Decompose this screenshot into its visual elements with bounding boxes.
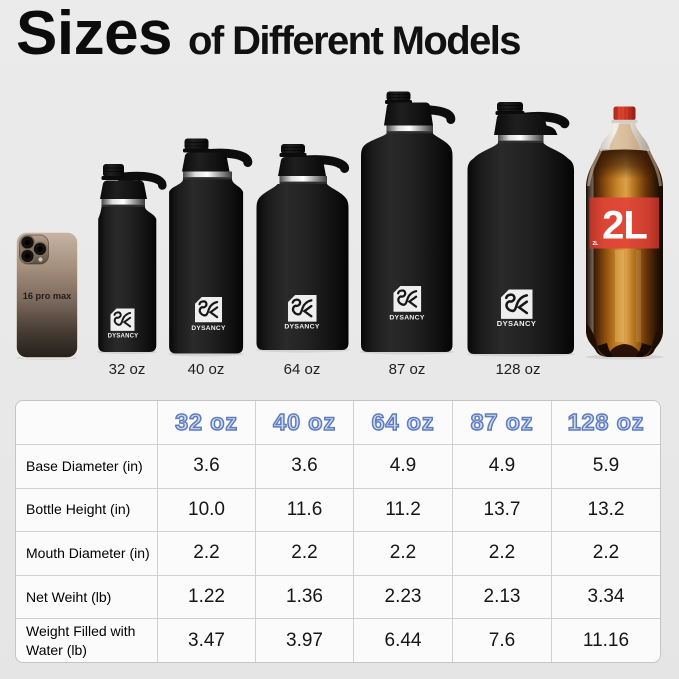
svg-text:DYSANCY: DYSANCY [284,324,320,331]
svg-text:DYSANCY: DYSANCY [389,315,425,322]
svg-text:16 pro max: 16 pro max [23,291,72,301]
svg-text:2L: 2L [593,241,599,247]
svg-text:DYSANCY: DYSANCY [497,319,536,328]
svg-text:DYSANCY: DYSANCY [191,325,226,332]
svg-text:2L: 2L [602,204,647,248]
svg-text:DYSANCY: DYSANCY [108,334,139,340]
